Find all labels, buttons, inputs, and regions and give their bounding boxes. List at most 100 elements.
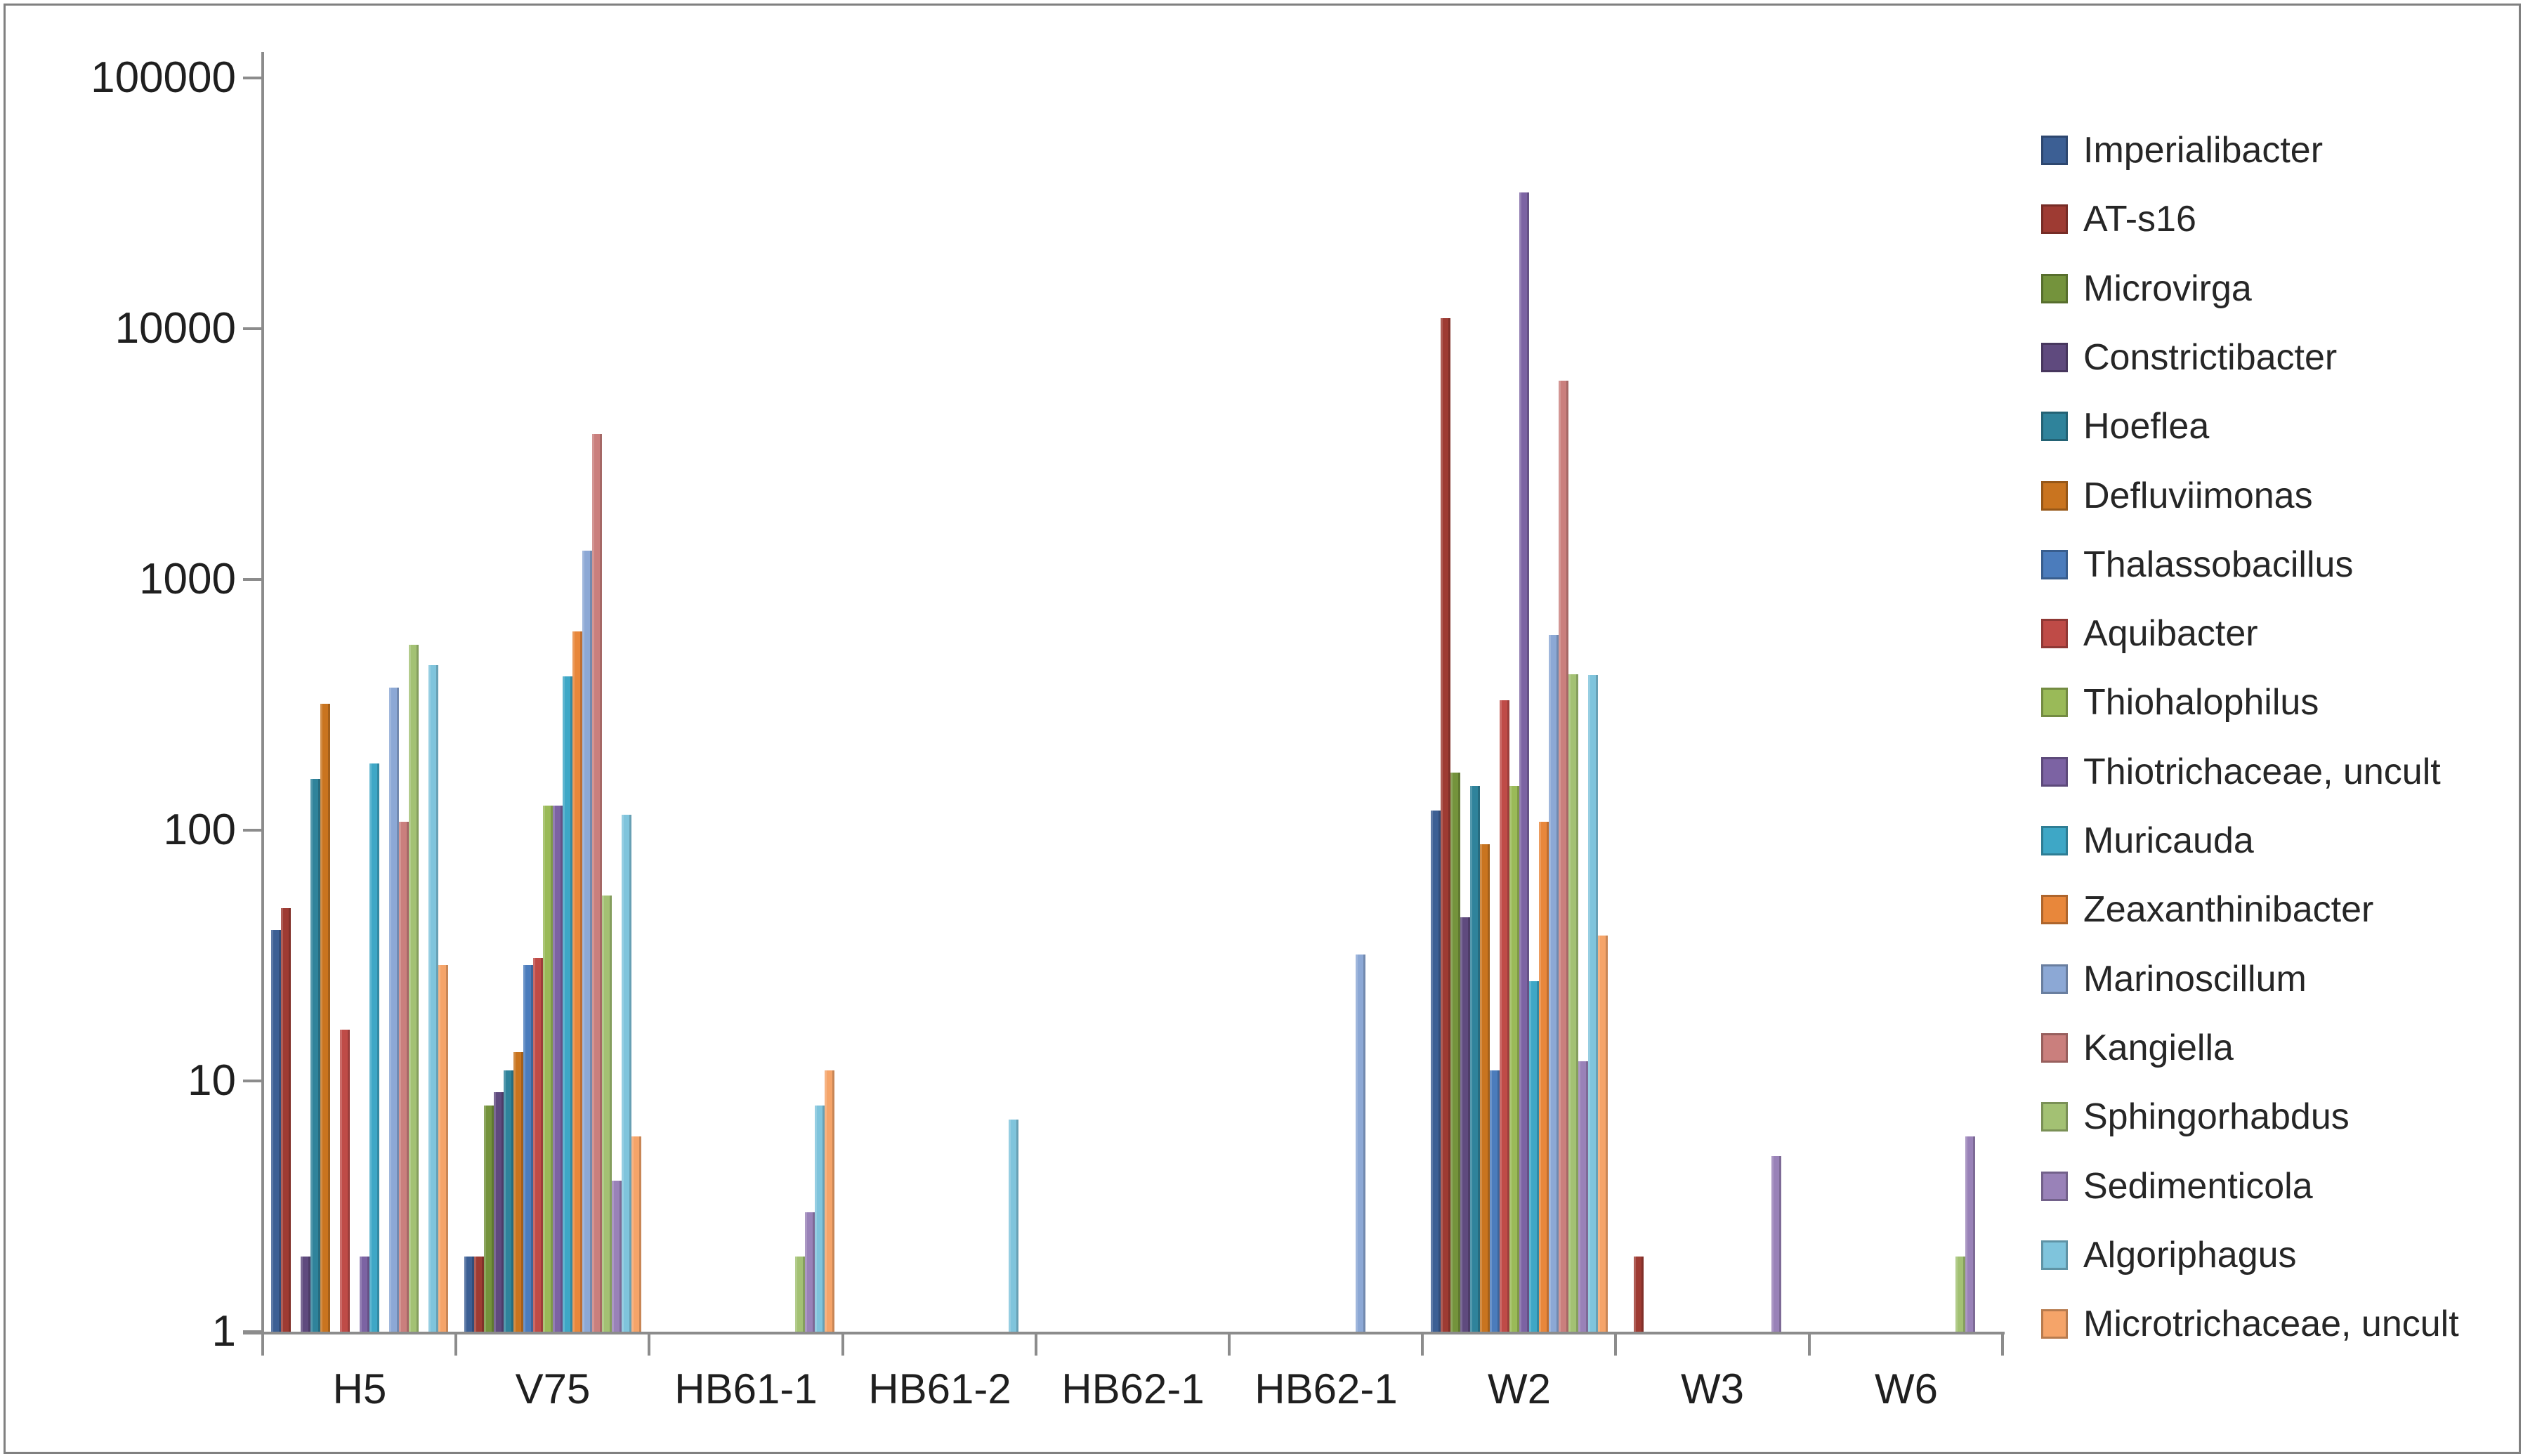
bar-at-s16-v75 [474, 1257, 484, 1332]
bar-constrictibacter-v75 [494, 1092, 504, 1332]
y-tick-label: 100000 [91, 53, 236, 102]
bar-sphingorhabdus-w2 [1568, 674, 1578, 1332]
bar-sphingorhabdus-w6 [1955, 1257, 1965, 1332]
bar-zeaxanthinibacter-w2 [1539, 822, 1549, 1332]
x-category-label: HB62-1 [1061, 1365, 1205, 1412]
bar-thiohalophilus-v75 [543, 806, 553, 1332]
x-category-label: W2 [1488, 1365, 1551, 1412]
x-category-label: W6 [1875, 1365, 1938, 1412]
legend-item: AT-s16 [2041, 198, 2196, 240]
legend-swatch-icon [2041, 550, 2068, 579]
bar-sedimenticola-w3 [1771, 1156, 1781, 1332]
x-tick [1808, 1334, 1811, 1356]
bar-microtrichaceae-uncult-h5 [438, 965, 448, 1332]
legend-swatch-icon [2041, 412, 2068, 441]
bar-marinoscillum-h5 [389, 688, 399, 1332]
bar-microtrichaceae-uncult-hb61-1 [825, 1070, 834, 1332]
bar-defluviimonas-v75 [513, 1052, 523, 1332]
bar-kangiella-v75 [592, 434, 602, 1332]
legend-item: Algoriphagus [2041, 1234, 2297, 1276]
legend-item: Thiotrichaceae, uncult [2041, 751, 2441, 793]
y-tick-label: 1000 [139, 555, 236, 603]
y-tick-label: 1 [211, 1307, 236, 1356]
legend-swatch-icon [2041, 1102, 2068, 1132]
bar-chart: 1 10 100 1000 10000 100000 H5 V75 HB61-1 HB61-2 H… [6, 6, 2519, 1452]
legend-item: Constrictibacter [2041, 336, 2337, 379]
y-tick-label: 10 [188, 1056, 236, 1105]
bar-constrictibacter-h5 [301, 1257, 310, 1332]
bar-sedimenticola-w6 [1965, 1136, 1975, 1332]
legend-swatch-icon [2041, 964, 2068, 994]
legend-label: Thiotrichaceae, uncult [2083, 752, 2441, 792]
y-tick [243, 1330, 263, 1333]
bar-thiotrichaceae-uncult-h5 [360, 1257, 369, 1332]
bar-kangiella-w2 [1559, 381, 1568, 1332]
legend-swatch-icon [2041, 1033, 2068, 1063]
legend-item: Hoeflea [2041, 405, 2209, 447]
bar-marinoscillum-hb62-1 [1356, 955, 1365, 1332]
y-tick [243, 578, 263, 581]
bar-sedimenticola-w2 [1578, 1061, 1588, 1332]
legend-label: Microvirga [2083, 268, 2252, 309]
bar-muricauda-w2 [1529, 981, 1539, 1332]
x-category-label: W3 [1681, 1365, 1744, 1412]
legend-swatch-icon [2041, 274, 2068, 303]
x-tick [261, 1334, 264, 1356]
legend-swatch-icon [2041, 826, 2068, 855]
legend-label: Imperialibacter [2083, 130, 2324, 171]
legend-label: Algoriphagus [2083, 1235, 2297, 1275]
bar-sedimenticola-hb61-1 [805, 1212, 815, 1332]
bar-zeaxanthinibacter-v75 [572, 631, 582, 1332]
bar-muricauda-v75 [563, 676, 572, 1332]
bar-imperialibacter-v75 [464, 1257, 474, 1332]
legend-swatch-icon [2041, 1172, 2068, 1201]
bar-hoeflea-w2 [1470, 786, 1480, 1332]
bar-thiotrichaceae-uncult-v75 [553, 806, 563, 1332]
bar-microvirga-w2 [1450, 773, 1460, 1332]
bar-aquibacter-v75 [533, 958, 543, 1332]
legend-item: Microtrichaceae, uncult [2041, 1303, 2459, 1345]
legend-label: Thalassobacillus [2083, 544, 2354, 585]
x-category-label: HB61-2 [868, 1365, 1011, 1412]
x-tick [648, 1334, 650, 1356]
y-tick [243, 77, 263, 79]
y-tick-label: 100 [163, 806, 236, 854]
legend-item: Thalassobacillus [2041, 544, 2353, 586]
x-category-label: V75 [515, 1365, 591, 1412]
bar-thalassobacillus-v75 [523, 965, 533, 1332]
bar-constrictibacter-w2 [1460, 917, 1470, 1332]
bar-muricauda-h5 [369, 763, 379, 1332]
bar-algoriphagus-h5 [428, 665, 438, 1332]
legend-swatch-icon [2041, 481, 2068, 511]
bar-imperialibacter-h5 [271, 930, 281, 1332]
x-category-label: H5 [332, 1365, 387, 1412]
legend-item: Thiohalophilus [2041, 681, 2319, 723]
x-tick [1035, 1334, 1037, 1356]
legend-label: Muricauda [2083, 820, 2254, 861]
legend-label: Defluviimonas [2083, 476, 2313, 516]
bar-algoriphagus-w2 [1588, 675, 1598, 1332]
bar-thiotrichaceae-uncult-w2 [1519, 192, 1529, 1332]
y-tick-label: 10000 [114, 304, 236, 353]
legend-swatch-icon [2041, 1309, 2068, 1339]
legend-label: Constrictibacter [2083, 337, 2338, 378]
legend-label: Marinoscillum [2083, 959, 2307, 999]
bar-sphingorhabdus-v75 [602, 896, 612, 1332]
legend-item: Sedimenticola [2041, 1165, 2313, 1207]
legend-item: Zeaxanthinibacter [2041, 888, 2373, 931]
bar-imperialibacter-w2 [1431, 811, 1441, 1332]
y-tick [243, 327, 263, 330]
bar-at-s16-w3 [1634, 1257, 1644, 1332]
legend-swatch-icon [2041, 895, 2068, 924]
legend-item: Defluviimonas [2041, 475, 2313, 517]
y-tick [243, 1080, 263, 1082]
legend-swatch-icon [2041, 757, 2068, 787]
legend-item: Muricauda [2041, 820, 2254, 862]
legend-item: Marinoscillum [2041, 958, 2307, 1000]
chart-frame: 1 10 100 1000 10000 100000 H5 V75 HB61-1 HB61-2 H… [4, 4, 2521, 1454]
legend-swatch-icon [2041, 204, 2068, 234]
bar-marinoscillum-v75 [582, 551, 592, 1332]
legend-item: Aquibacter [2041, 612, 2258, 655]
legend-label: Hoeflea [2083, 406, 2210, 447]
bar-sedimenticola-v75 [612, 1181, 622, 1332]
